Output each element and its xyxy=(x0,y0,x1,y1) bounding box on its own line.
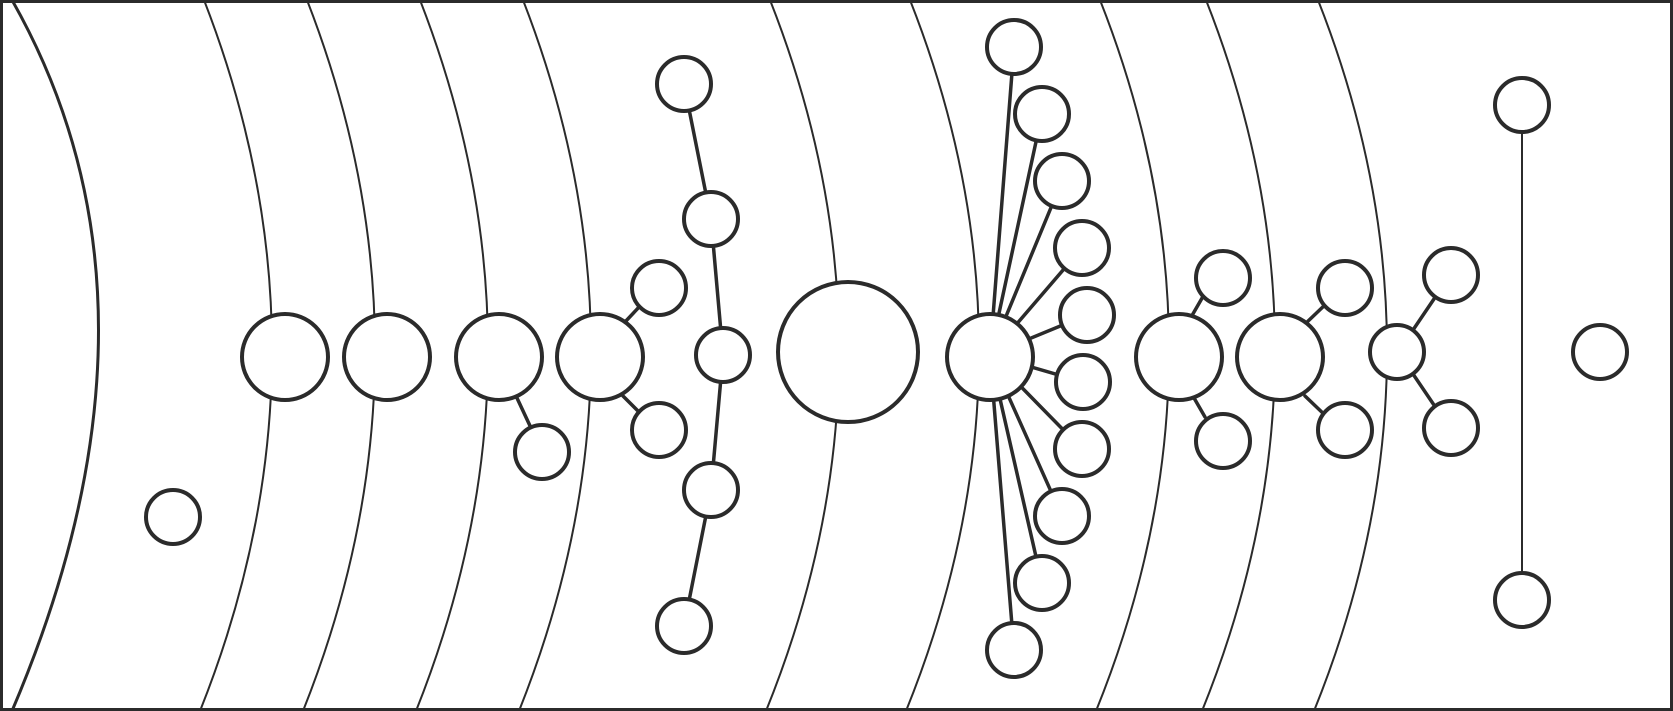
planet-8-moon-top xyxy=(1316,259,1374,317)
planet-giant-2-moon-1 xyxy=(985,18,1043,76)
planet-9-moon-top xyxy=(1422,246,1480,304)
planet-giant-2-moon-8 xyxy=(1033,487,1091,545)
planet-3-body xyxy=(454,312,544,402)
planet-7-body xyxy=(1134,312,1224,402)
link-p4-moon-top xyxy=(623,304,642,324)
planet-giant-2-moon-4 xyxy=(1053,219,1111,277)
planet-1-body xyxy=(240,312,330,402)
chain-member-2 xyxy=(682,190,740,248)
dwarf-inner-body xyxy=(144,488,202,546)
dwarf-outer-body xyxy=(1571,323,1629,381)
chain-member-5 xyxy=(655,597,713,655)
pair-member-bottom xyxy=(1493,571,1551,629)
planet-giant-2-moon-3 xyxy=(1033,152,1091,210)
chain-member-3 xyxy=(694,326,752,384)
link-p9-moon-top xyxy=(1411,294,1438,332)
planet-giant-2-moon-9 xyxy=(1013,554,1071,612)
link-p3-moon xyxy=(515,396,533,430)
link-g2-m1 xyxy=(988,45,1016,357)
planet-9-body xyxy=(1368,323,1426,381)
sun-arc xyxy=(10,0,100,711)
planet-giant-2-moon-6 xyxy=(1054,353,1112,411)
planet-4-moon-bottom xyxy=(630,401,688,459)
planet-giant-2-body xyxy=(945,312,1035,402)
planet-2-body xyxy=(342,312,432,402)
chain-member-4 xyxy=(682,461,740,519)
link-g2-m10 xyxy=(988,353,1016,652)
planet-3-moon xyxy=(513,423,571,481)
planet-8-body xyxy=(1235,312,1325,402)
planet-8-moon-bottom xyxy=(1316,401,1374,459)
planet-giant-2-moon-5 xyxy=(1058,286,1116,344)
bodies xyxy=(144,18,1629,679)
chain-member-1 xyxy=(655,55,713,113)
planet-4-body xyxy=(555,312,645,402)
link-p4-moon-bottom xyxy=(621,394,642,415)
planet-4-moon-top xyxy=(630,259,688,317)
planet-9-moon-bottom xyxy=(1422,399,1480,457)
planet-giant-2-moon-10 xyxy=(985,621,1043,679)
planet-giant-1-body xyxy=(776,280,920,424)
planet-7-moon-top xyxy=(1194,249,1252,307)
planet-7-moon-bottom xyxy=(1194,412,1252,470)
link-p9-moon-bottom xyxy=(1411,372,1438,410)
planet-giant-2-moon-7 xyxy=(1053,420,1111,478)
pair-member-top xyxy=(1493,76,1551,134)
planet-giant-2-moon-2 xyxy=(1013,85,1071,143)
